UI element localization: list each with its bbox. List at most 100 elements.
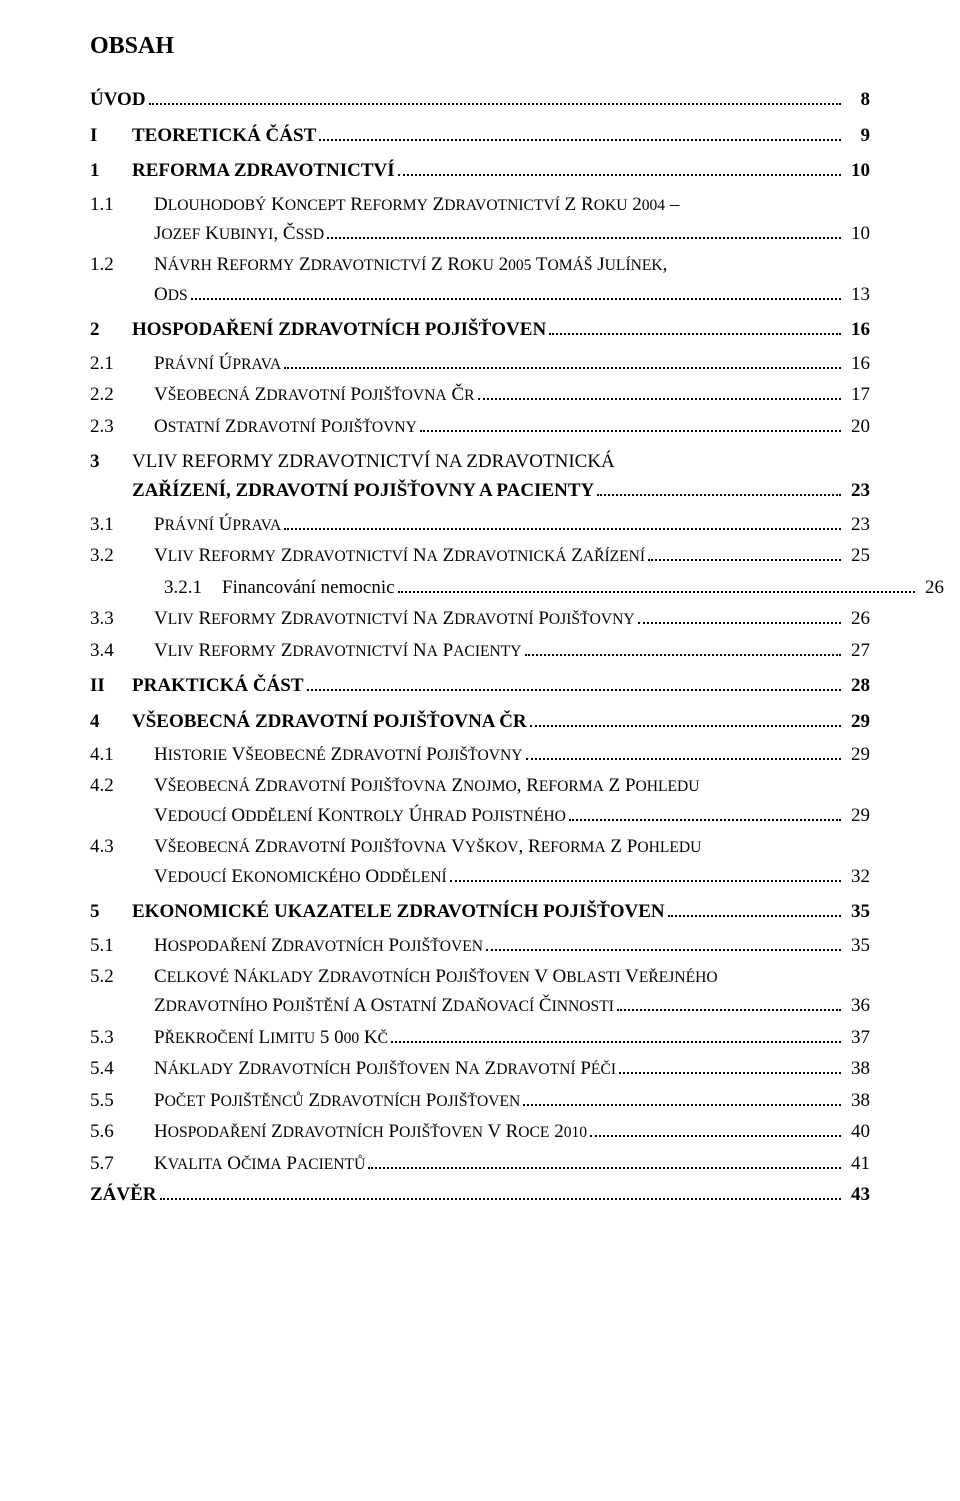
toc-label: Financování nemocnic: [222, 573, 395, 602]
toc-label: HOSPODAŘENÍ ZDRAVOTNÍCH POJIŠŤOVEN: [132, 315, 546, 344]
toc-label: POČET POJIŠTĚNCŮ ZDRAVOTNÍCH POJIŠŤOVEN: [154, 1086, 520, 1115]
toc-entry: 5.7KVALITA OČIMA PACIENTŮ 41: [90, 1149, 870, 1178]
toc-label: ZDRAVOTNÍHO POJIŠTĚNÍ A OSTATNÍ ZDAŇOVAC…: [154, 991, 614, 1020]
toc-leader: [319, 125, 841, 140]
toc-entry: 3.3VLIV REFORMY ZDRAVOTNICTVÍ NA ZDRAVOT…: [90, 604, 870, 633]
toc-leader: [569, 806, 841, 821]
toc-leader: [284, 353, 841, 368]
toc-leader: [149, 90, 841, 105]
toc-number: 1: [90, 156, 132, 185]
toc-entry: 4.1HISTORIE VŠEOBECNÉ ZDRAVOTNÍ POJIŠŤOV…: [90, 740, 870, 769]
toc-title: OBSAH: [90, 28, 870, 65]
toc-label-wrap: HISTORIE VŠEOBECNÉ ZDRAVOTNÍ POJIŠŤOVNY2…: [154, 740, 870, 769]
toc-label-wrap: HOSPODAŘENÍ ZDRAVOTNÍCH POJIŠŤOVEN35: [154, 931, 870, 960]
toc-label: DLOUHODOBÝ KONCEPT REFORMY ZDRAVOTNICTVÍ…: [154, 190, 870, 219]
toc-number: 2.3: [90, 412, 154, 441]
toc-entry: 1.1DLOUHODOBÝ KONCEPT REFORMY ZDRAVOTNIC…: [90, 190, 870, 249]
toc-label-wrap: OSTATNÍ ZDRAVOTNÍ POJIŠŤOVNY20: [154, 412, 870, 441]
toc-label: VŠEOBECNÁ ZDRAVOTNÍ POJIŠŤOVNA ČR: [154, 380, 475, 409]
toc-label: VLIV REFORMY ZDRAVOTNICTVÍ NA ZDRAVOTNIC…: [132, 447, 870, 476]
toc-number: 3.2: [90, 541, 154, 570]
toc-entry: 3.2VLIV REFORMY ZDRAVOTNICTVÍ NA ZDRAVOT…: [90, 541, 870, 570]
toc-label: KVALITA OČIMA PACIENTŮ: [154, 1149, 365, 1178]
toc-entry: 1.2NÁVRH REFORMY ZDRAVOTNICTVÍ Z ROKU 20…: [90, 250, 870, 309]
toc-entry: 5.2CELKOVÉ NÁKLADY ZDRAVOTNÍCH POJIŠŤOVE…: [90, 962, 870, 1021]
toc-label-wrap: VLIV REFORMY ZDRAVOTNICTVÍ NA ZDRAVOTNÍ …: [154, 604, 870, 633]
toc-page: 41: [844, 1149, 870, 1178]
toc-label: VŠEOBECNÁ ZDRAVOTNÍ POJIŠŤOVNA VYŠKOV, R…: [154, 832, 870, 861]
toc-number: 3: [90, 447, 132, 476]
toc-page: 26: [918, 573, 944, 602]
toc-number: 1.2: [90, 250, 154, 279]
toc-number: 4.3: [90, 832, 154, 861]
toc-label-wrap: VŠEOBECNÁ ZDRAVOTNÍ POJIŠŤOVNA VYŠKOV, R…: [154, 832, 870, 891]
toc-leader: [284, 515, 841, 530]
toc-entry: 4VŠEOBECNÁ ZDRAVOTNÍ POJIŠŤOVNA ČR29: [90, 707, 870, 736]
toc-label: JOZEF KUBINYI, ČSSD: [154, 219, 324, 248]
toc-page: 16: [844, 315, 870, 344]
toc-label: VLIV REFORMY ZDRAVOTNICTVÍ NA ZDRAVOTNIC…: [154, 541, 645, 570]
toc-leader: [648, 546, 841, 561]
toc-leader: [478, 385, 841, 400]
toc-page: 36: [844, 991, 870, 1020]
toc-leader: [617, 996, 841, 1011]
toc-label: ZAŘÍZENÍ, ZDRAVOTNÍ POJIŠŤOVNY A PACIENT…: [132, 476, 594, 505]
toc-number: I: [90, 121, 132, 150]
toc-leader: [327, 224, 841, 239]
toc-leader: [590, 1122, 841, 1137]
toc-label-wrap: PŘEKROČENÍ LIMITU 5 000 KČ37: [154, 1023, 870, 1052]
toc-page: 16: [844, 349, 870, 378]
toc-entry: 2.2VŠEOBECNÁ ZDRAVOTNÍ POJIŠŤOVNA ČR 17: [90, 380, 870, 409]
toc-label: ÚVOD: [90, 85, 146, 114]
toc-leader: [526, 745, 841, 760]
toc-entry: 2.1PRÁVNÍ ÚPRAVA16: [90, 349, 870, 378]
toc-page: 23: [844, 510, 870, 539]
toc-number: 5.1: [90, 931, 154, 960]
toc-number: 4: [90, 707, 132, 736]
toc-leader: [530, 711, 841, 726]
toc-label-wrap: VLIV REFORMY ZDRAVOTNICTVÍ NA ZDRAVOTNIC…: [132, 447, 870, 506]
toc-entry: 2.3OSTATNÍ ZDRAVOTNÍ POJIŠŤOVNY20: [90, 412, 870, 441]
toc-leader: [398, 161, 841, 176]
toc-number: 5.4: [90, 1054, 154, 1083]
toc-page: 35: [844, 897, 870, 926]
toc-label-wrap: VŠEOBECNÁ ZDRAVOTNÍ POJIŠŤOVNA ZNOJMO, R…: [154, 771, 870, 830]
toc-label: VŠEOBECNÁ ZDRAVOTNÍ POJIŠŤOVNA ZNOJMO, R…: [154, 771, 870, 800]
toc-label: OSTATNÍ ZDRAVOTNÍ POJIŠŤOVNY: [154, 412, 417, 441]
toc-entry: 5.3PŘEKROČENÍ LIMITU 5 000 KČ37: [90, 1023, 870, 1052]
toc-number: 5.3: [90, 1023, 154, 1052]
toc-page: 38: [844, 1086, 870, 1115]
toc-number: 2.2: [90, 380, 154, 409]
toc-leader: [391, 1028, 841, 1043]
toc-number: 3.1: [90, 510, 154, 539]
toc-leader: [638, 609, 841, 624]
toc-page: 10: [844, 219, 870, 248]
toc-label: PRÁVNÍ ÚPRAVA: [154, 510, 281, 539]
toc-entry: ITEORETICKÁ ČÁST9: [90, 121, 870, 150]
toc-label: TEORETICKÁ ČÁST: [132, 121, 316, 150]
toc-label-wrap: DLOUHODOBÝ KONCEPT REFORMY ZDRAVOTNICTVÍ…: [154, 190, 870, 249]
toc-page: 17: [844, 380, 870, 409]
toc-number: 3.3: [90, 604, 154, 633]
toc-page: 23: [844, 476, 870, 505]
toc-label: NÁVRH REFORMY ZDRAVOTNICTVÍ Z ROKU 2005 …: [154, 250, 870, 279]
toc-number: 5.7: [90, 1149, 154, 1178]
toc-entry-zaver: ZÁVĚR 43: [90, 1180, 870, 1209]
toc-label-wrap: VŠEOBECNÁ ZDRAVOTNÍ POJIŠŤOVNA ČR29: [132, 707, 870, 736]
toc-leader: [549, 320, 841, 335]
toc-entry: 5.5POČET POJIŠTĚNCŮ ZDRAVOTNÍCH POJIŠŤOV…: [90, 1086, 870, 1115]
toc-page: 25: [844, 541, 870, 570]
page: OBSAH ÚVOD8ITEORETICKÁ ČÁST91REFORMA ZDR…: [0, 0, 960, 1501]
toc-page: 8: [844, 85, 870, 114]
toc-entry: 4.3VŠEOBECNÁ ZDRAVOTNÍ POJIŠŤOVNA VYŠKOV…: [90, 832, 870, 891]
toc-label: VŠEOBECNÁ ZDRAVOTNÍ POJIŠŤOVNA ČR: [132, 707, 527, 736]
toc-leader: [525, 640, 841, 655]
toc-entry: 5.6HOSPODAŘENÍ ZDRAVOTNÍCH POJIŠŤOVEN V …: [90, 1117, 870, 1146]
toc-leader: [160, 1185, 841, 1200]
toc-label-wrap: KVALITA OČIMA PACIENTŮ 41: [154, 1149, 870, 1178]
table-of-contents: ÚVOD8ITEORETICKÁ ČÁST91REFORMA ZDRAVOTNI…: [90, 85, 870, 1178]
toc-entry: 5.1HOSPODAŘENÍ ZDRAVOTNÍCH POJIŠŤOVEN35: [90, 931, 870, 960]
toc-leader: [450, 866, 841, 881]
toc-leader: [420, 416, 841, 431]
toc-label: PŘEKROČENÍ LIMITU 5 000 KČ: [154, 1023, 388, 1052]
